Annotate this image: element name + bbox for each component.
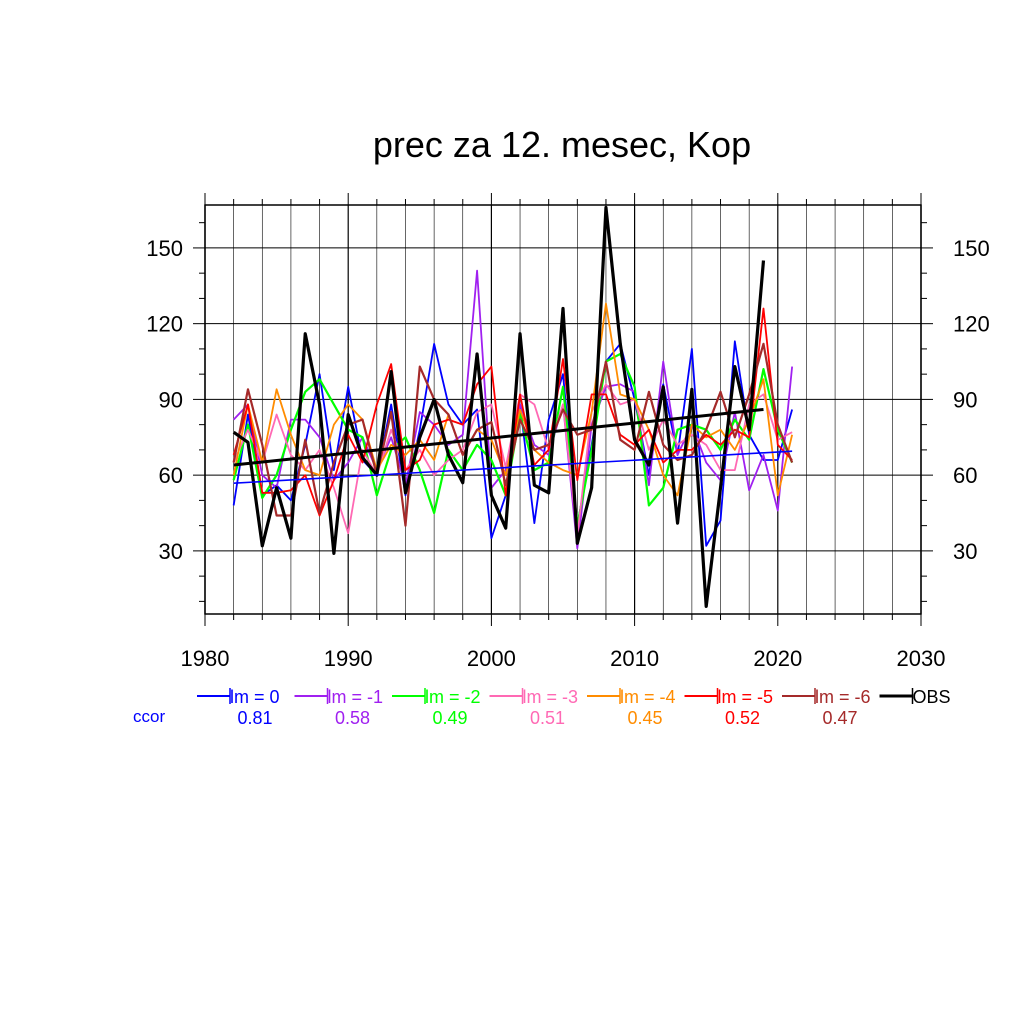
chart-title: prec za 12. mesec, Kop bbox=[373, 124, 751, 165]
y-tick-label-left: 90 bbox=[159, 387, 183, 412]
legend-ccor-value: 0.81 bbox=[237, 708, 272, 728]
legend-label: OBS bbox=[913, 687, 951, 707]
legend-ccor-value: 0.47 bbox=[822, 708, 857, 728]
y-tick-label-left: 120 bbox=[146, 312, 183, 337]
y-tick-label-right: 60 bbox=[953, 463, 977, 488]
legend-ccor-value: 0.52 bbox=[725, 708, 760, 728]
trend-line bbox=[233, 408, 764, 467]
legend-ccor-value: 0.49 bbox=[432, 708, 467, 728]
plot-frame bbox=[204, 204, 922, 615]
trend-line bbox=[233, 450, 793, 485]
x-tick-label: 1980 bbox=[181, 646, 230, 671]
legend-ccor-label: ccor bbox=[133, 707, 165, 726]
axes: 30 30 60 60 90 90 120 120 150 150 1980 1990 2000 2010… bbox=[146, 193, 990, 671]
legend-ccor-value: 0.45 bbox=[627, 708, 662, 728]
legend-ccor-value: 0.58 bbox=[335, 708, 370, 728]
x-tick-label: 2010 bbox=[610, 646, 659, 671]
y-tick-label-right: 150 bbox=[953, 236, 990, 261]
legend-label: lm = -4 bbox=[620, 687, 676, 707]
legend-label: lm = -5 bbox=[718, 687, 774, 707]
legend-label: lm = -6 bbox=[815, 687, 871, 707]
y-tick-label-right: 90 bbox=[953, 387, 977, 412]
series-line bbox=[232, 205, 766, 609]
x-tick-label: 2030 bbox=[897, 646, 946, 671]
legend-label: lm = -2 bbox=[425, 687, 481, 707]
y-tick-label-left: 150 bbox=[146, 236, 183, 261]
y-tick-label-left: 30 bbox=[159, 539, 183, 564]
x-tick-label: 2020 bbox=[753, 646, 802, 671]
series-group bbox=[232, 205, 794, 609]
x-tick-label: 2000 bbox=[467, 646, 516, 671]
legend-label: lm = -3 bbox=[523, 687, 579, 707]
legend-label: lm = -1 bbox=[328, 687, 384, 707]
legend-ccor-value: 0.51 bbox=[530, 708, 565, 728]
legend-label: lm = 0 bbox=[230, 687, 280, 707]
y-tick-label-right: 120 bbox=[953, 312, 990, 337]
x-tick-label: 1990 bbox=[324, 646, 373, 671]
y-tick-label-left: 60 bbox=[159, 463, 183, 488]
y-tick-label-right: 30 bbox=[953, 539, 977, 564]
